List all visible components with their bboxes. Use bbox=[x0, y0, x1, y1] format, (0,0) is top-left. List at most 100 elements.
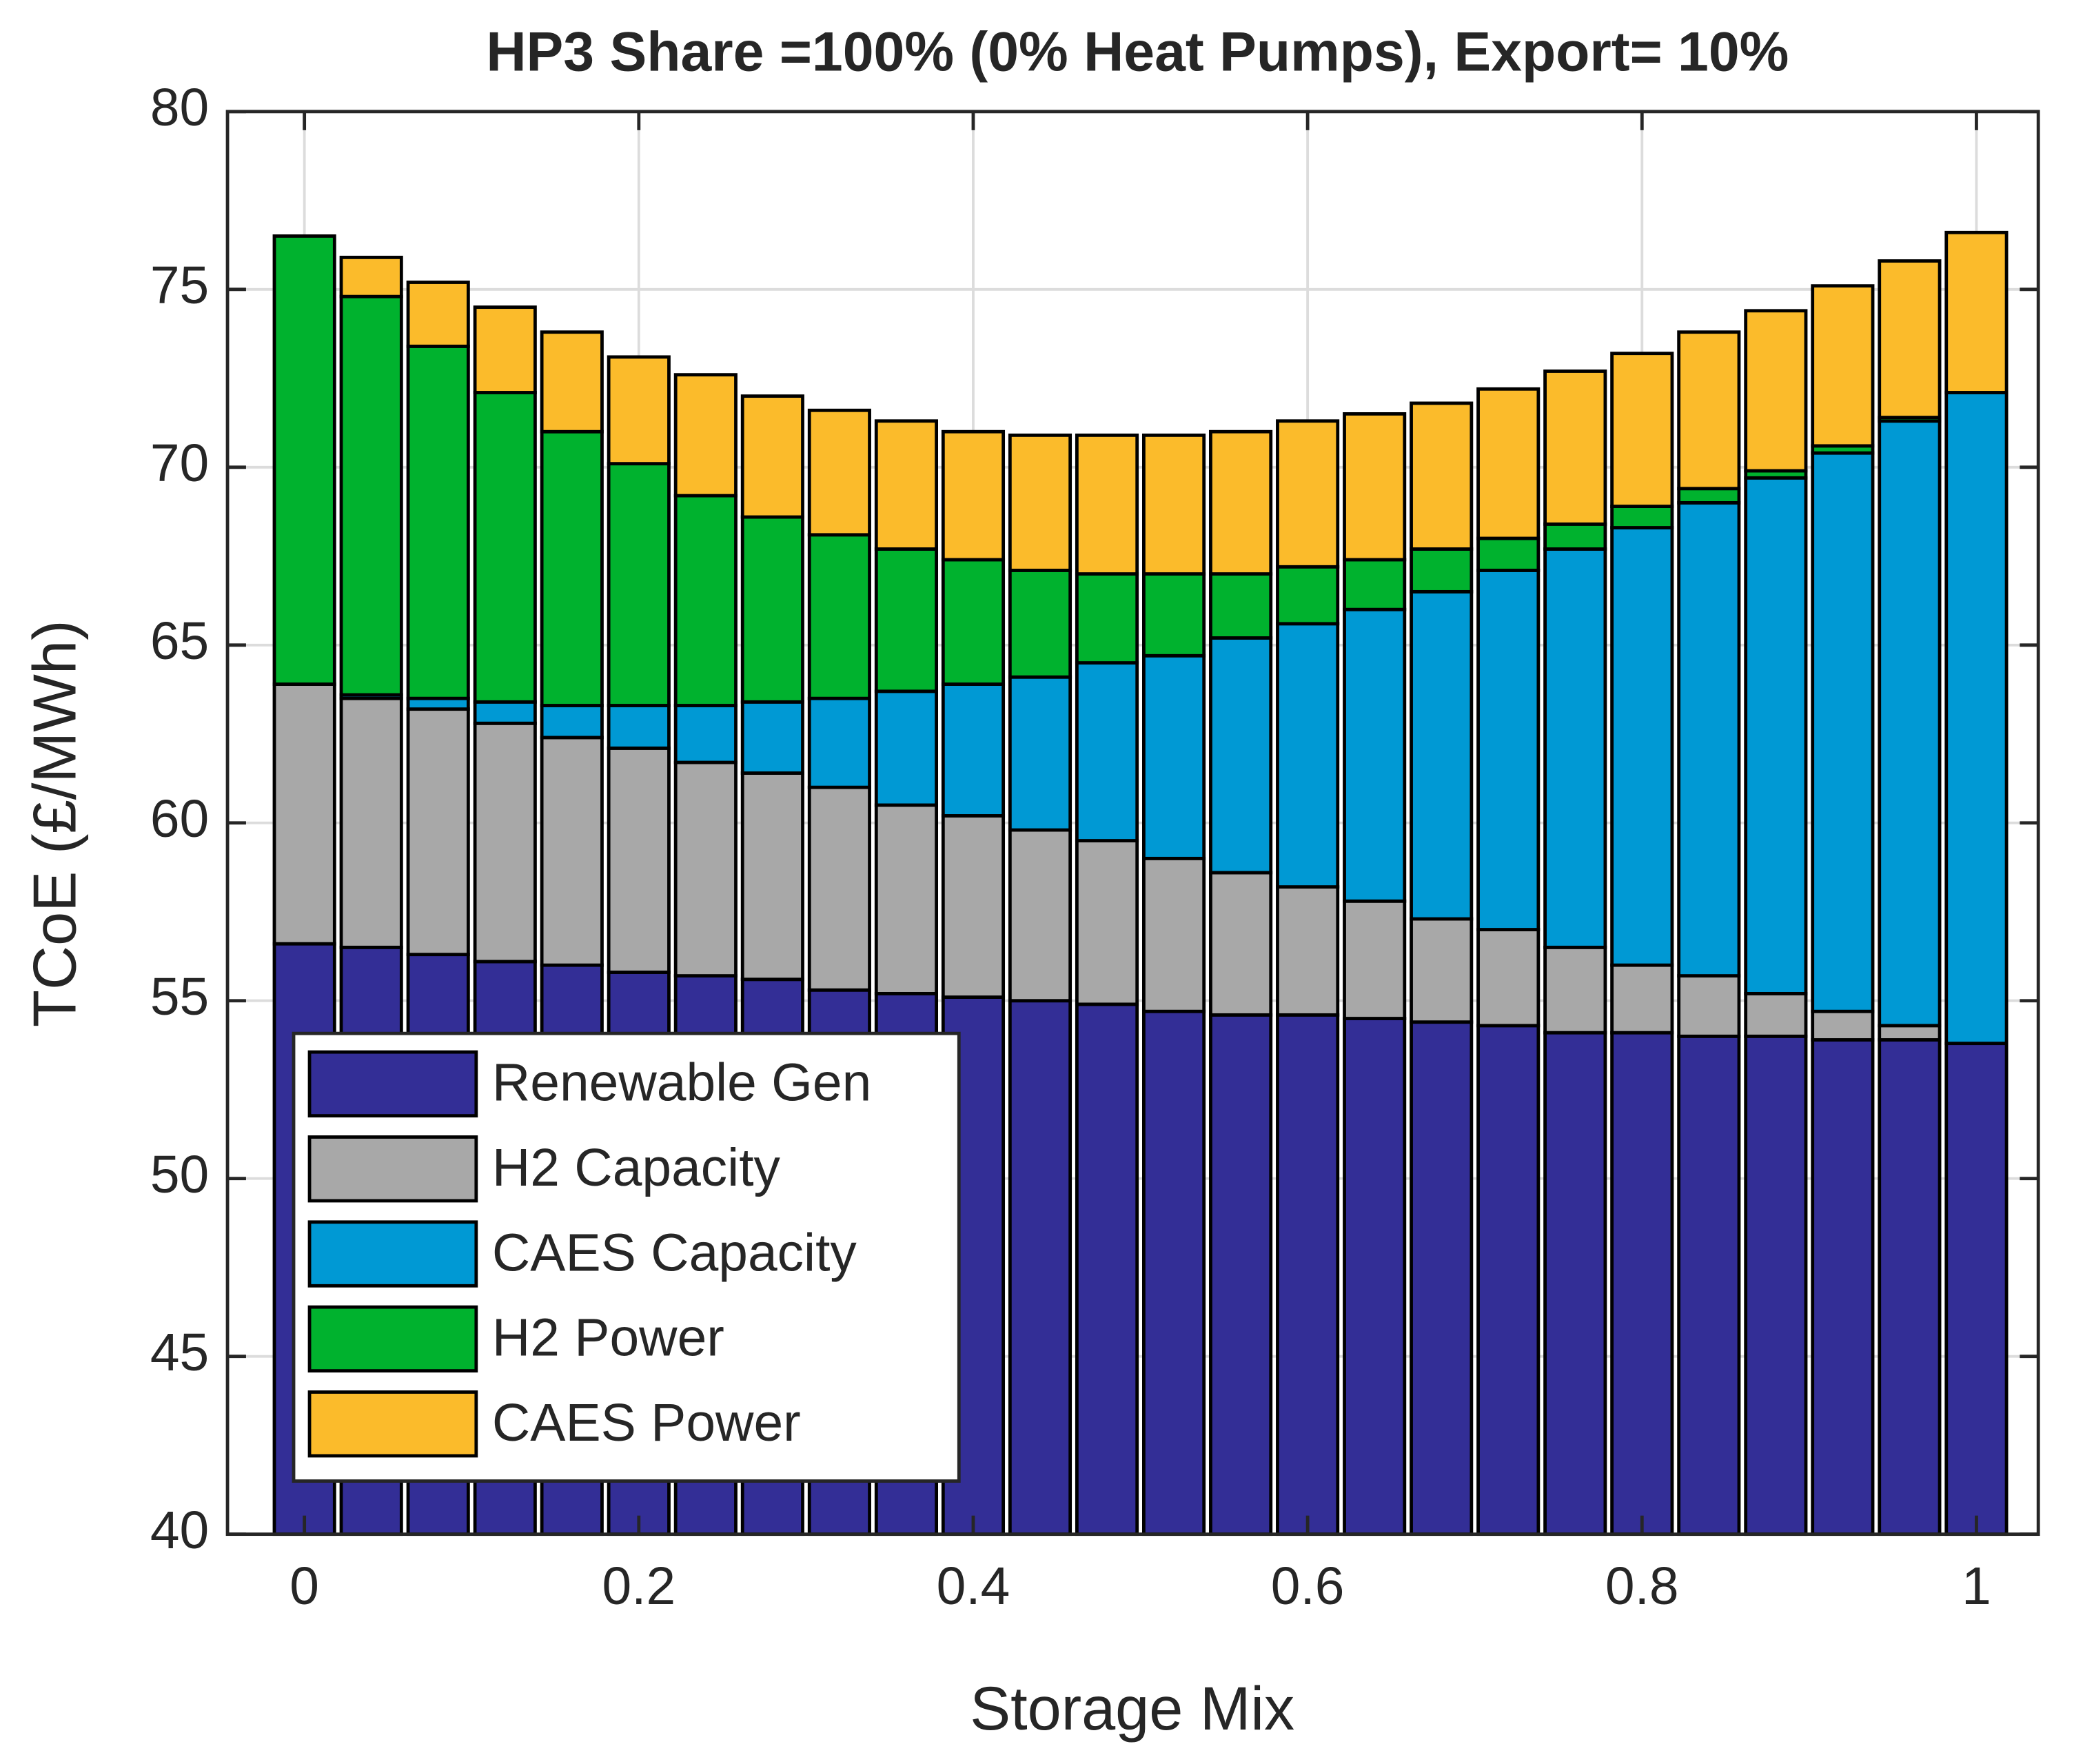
bar-segment bbox=[1008, 828, 1072, 1003]
legend-label: CAES Power bbox=[492, 1393, 801, 1452]
bar-segment bbox=[673, 760, 738, 978]
bar-segment bbox=[1209, 636, 1273, 875]
bar-segment bbox=[1141, 572, 1206, 658]
bar-segment bbox=[1744, 1034, 1808, 1537]
bar-segment bbox=[1343, 412, 1407, 562]
bar-segment bbox=[740, 771, 804, 982]
bar-segment bbox=[1008, 569, 1072, 679]
bar-segment bbox=[1141, 1009, 1206, 1537]
x-tick-label: 1 bbox=[1962, 1557, 1991, 1616]
bar-segment bbox=[1944, 1042, 2009, 1537]
legend-swatch bbox=[307, 1135, 478, 1203]
y-tick-label: 50 bbox=[150, 1145, 209, 1204]
bar-segment bbox=[740, 700, 804, 775]
bar-segment bbox=[1744, 991, 1808, 1038]
x-tick-label: 0.8 bbox=[1605, 1557, 1679, 1616]
bar-segment bbox=[339, 696, 403, 949]
chart-title: HP3 Share =100% (0% Heat Pumps), Export=… bbox=[486, 21, 1789, 83]
bar-segment bbox=[540, 330, 604, 434]
y-tick-label: 40 bbox=[150, 1501, 209, 1560]
legend-swatch bbox=[307, 1305, 478, 1373]
bar-segment bbox=[807, 696, 871, 789]
legend-label: H2 Power bbox=[492, 1308, 724, 1367]
bar-segment bbox=[1878, 419, 1942, 1028]
bar-segment bbox=[874, 689, 938, 807]
x-tick-label: 0 bbox=[289, 1557, 319, 1616]
bar-segment bbox=[874, 419, 938, 551]
bar-segment bbox=[473, 305, 537, 394]
bar-segment bbox=[339, 294, 403, 697]
bar-segment bbox=[1677, 1034, 1741, 1537]
bar-segment bbox=[1276, 565, 1340, 626]
y-tick-label: 55 bbox=[150, 967, 209, 1026]
bar-segment bbox=[1008, 433, 1072, 572]
bar-segment bbox=[1343, 607, 1407, 903]
x-axis-label: Storage Mix bbox=[970, 1674, 1294, 1743]
bar-segment bbox=[272, 682, 336, 946]
bar-segment bbox=[807, 533, 871, 700]
bar-segment bbox=[941, 682, 1006, 818]
bar-segment bbox=[807, 785, 871, 992]
y-tick-label: 60 bbox=[150, 789, 209, 849]
bar-segment bbox=[1141, 653, 1206, 860]
bar-segment bbox=[1008, 999, 1072, 1537]
bar-segment bbox=[1476, 569, 1541, 931]
y-tick-label: 75 bbox=[150, 256, 209, 315]
bar-segment bbox=[540, 429, 604, 707]
y-tick-label: 45 bbox=[150, 1323, 209, 1382]
bar-segment bbox=[807, 408, 871, 537]
bar-segment bbox=[1276, 622, 1340, 889]
bar-segment bbox=[740, 515, 804, 704]
bar-segment bbox=[874, 547, 938, 693]
bar-segment bbox=[740, 394, 804, 519]
bar-segment bbox=[1410, 917, 1474, 1024]
bar-segment bbox=[473, 721, 537, 964]
bar-segment bbox=[1209, 1013, 1273, 1537]
bar-segment bbox=[1075, 433, 1139, 576]
legend-label: CAES Capacity bbox=[492, 1223, 857, 1282]
bar-segment bbox=[673, 494, 738, 707]
bar-segment bbox=[1610, 505, 1674, 529]
x-tick-label: 0.6 bbox=[1271, 1557, 1345, 1616]
bar-segment bbox=[1677, 500, 1741, 978]
bar-segment bbox=[1944, 230, 2009, 394]
y-tick-label: 65 bbox=[150, 611, 209, 671]
legend-label: H2 Capacity bbox=[492, 1138, 781, 1197]
bar-segment bbox=[1209, 572, 1273, 640]
x-tick-label: 0.2 bbox=[602, 1557, 675, 1616]
bar-segment bbox=[941, 814, 1006, 999]
y-tick-label: 80 bbox=[150, 78, 209, 137]
bar-segment bbox=[1677, 330, 1741, 491]
bar-segment bbox=[1141, 856, 1206, 1013]
bar-segment bbox=[673, 373, 738, 498]
bar-segment bbox=[1811, 451, 1875, 1013]
bar-segment bbox=[1343, 899, 1407, 1020]
bar-segment bbox=[1878, 1024, 1942, 1042]
bar-segment bbox=[1610, 352, 1674, 508]
bar-segment bbox=[473, 391, 537, 704]
bar-segment bbox=[673, 704, 738, 764]
bar-segment bbox=[406, 281, 470, 348]
bar-segment bbox=[1476, 1024, 1541, 1537]
bar-segment bbox=[941, 429, 1006, 562]
bar-segment bbox=[874, 803, 938, 995]
legend: Renewable Gen H2 Capacity CAES Capacity H2 … bbox=[292, 1031, 961, 1483]
bar-segment bbox=[1410, 1020, 1474, 1537]
bar-segment bbox=[1543, 547, 1607, 949]
bar-segment bbox=[607, 462, 671, 707]
bar-segment bbox=[339, 255, 403, 298]
bar-segment bbox=[941, 558, 1006, 686]
bar-segment bbox=[1209, 429, 1273, 576]
legend-swatch bbox=[307, 1050, 478, 1118]
bar-segment bbox=[540, 736, 604, 967]
legend-swatch bbox=[307, 1390, 478, 1458]
bar-segment bbox=[1343, 1017, 1407, 1537]
bar-segment bbox=[1744, 476, 1808, 995]
bar-segment bbox=[1141, 433, 1206, 576]
bar-segment bbox=[1543, 369, 1607, 526]
bar-segment bbox=[1476, 928, 1541, 1028]
legend-swatch bbox=[307, 1220, 478, 1288]
bar-segment bbox=[1075, 661, 1139, 842]
bar-segment bbox=[607, 355, 671, 466]
